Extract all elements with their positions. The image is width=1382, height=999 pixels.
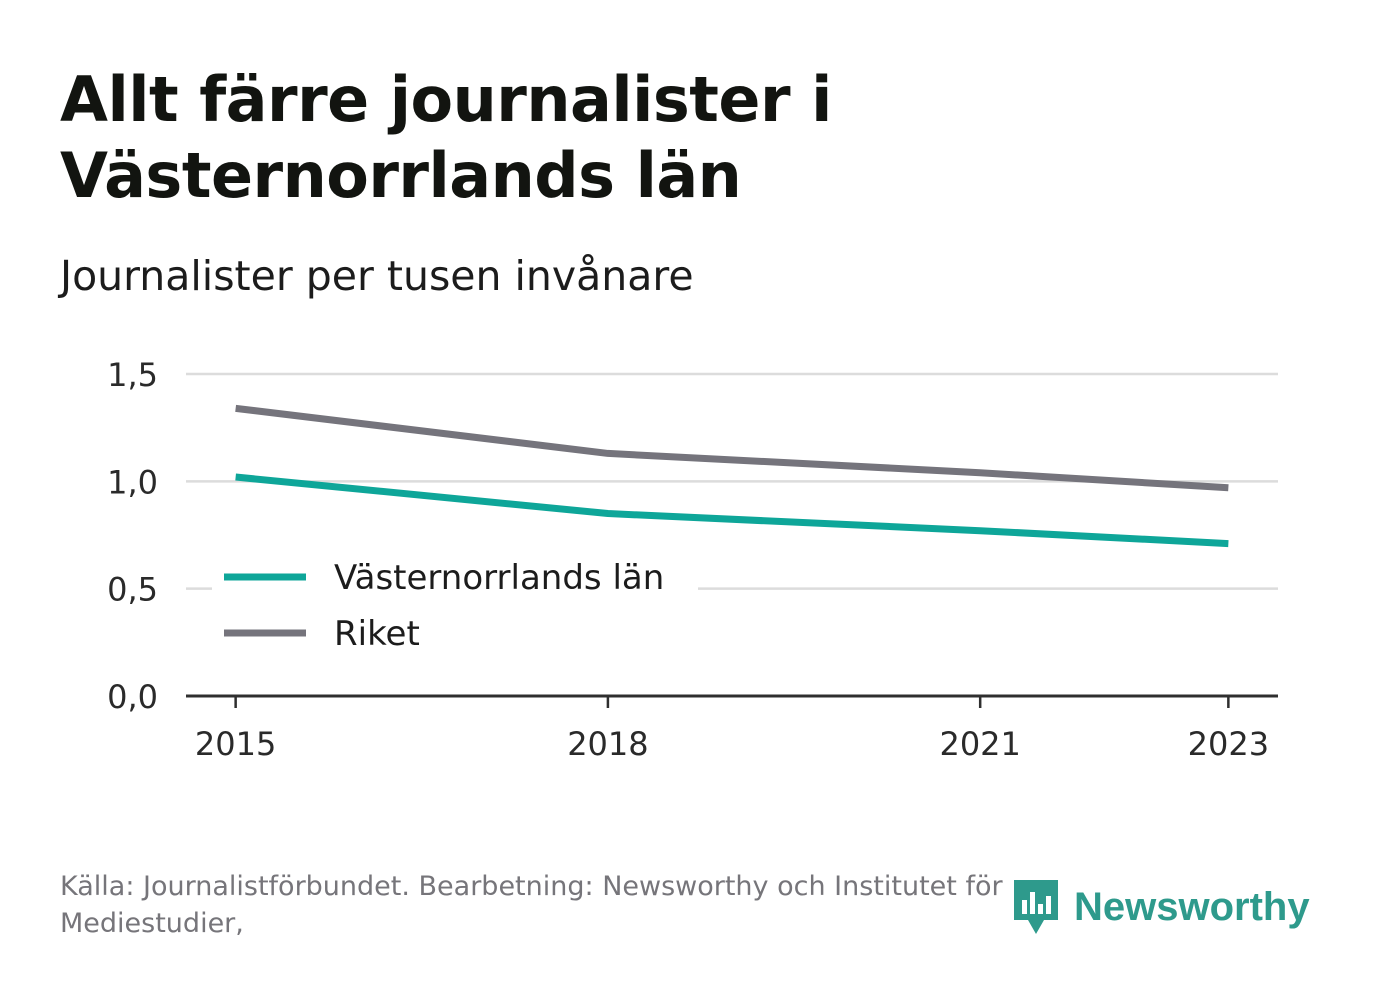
x-tick-label: 2023 xyxy=(1188,725,1269,763)
newsworthy-logo: Newsworthy xyxy=(1010,876,1310,938)
chart-subtitle: Journalister per tusen invånare xyxy=(60,252,694,300)
legend-label: Västernorrlands län xyxy=(334,558,664,598)
y-tick-label: 0,0 xyxy=(107,678,158,716)
legend: Västernorrlands län Riket xyxy=(212,548,698,666)
source-note: Källa: Journalistförbundet. Bearbetning:… xyxy=(60,871,1003,939)
x-tick-label: 2018 xyxy=(567,725,648,763)
series-line-0 xyxy=(235,473,1229,548)
x-tick-label: 2021 xyxy=(939,725,1020,763)
axes: 0,0 0,5 1,0 1,5 2015 2018 2021 2023 xyxy=(107,356,1278,763)
legend-background xyxy=(212,548,698,666)
chart-title: Allt färre journalister i Västernorrland… xyxy=(60,63,832,212)
logo-text: Newsworthy xyxy=(1074,884,1310,929)
series-lines xyxy=(235,404,1229,548)
series-line-1 xyxy=(235,404,1229,492)
y-tick-label: 1,0 xyxy=(107,463,158,501)
y-tick-label: 0,5 xyxy=(107,571,158,609)
legend-label: Riket xyxy=(334,614,420,654)
y-tick-label: 1,5 xyxy=(107,356,158,394)
newsworthy-bar-chart-bubble-icon xyxy=(1014,880,1058,934)
x-tick-label: 2015 xyxy=(195,725,276,763)
